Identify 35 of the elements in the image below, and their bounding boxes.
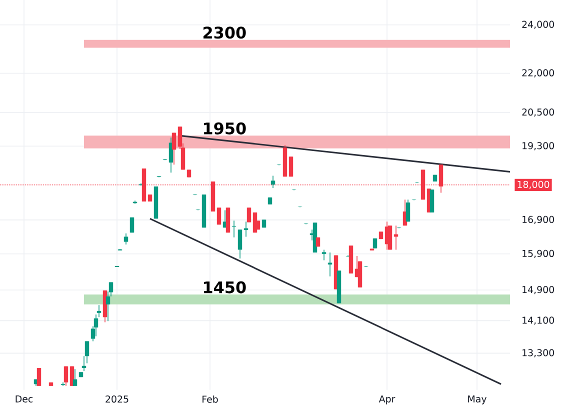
x-tick-label: Apr <box>378 395 396 404</box>
y-tick-label: 14,900 <box>522 286 554 294</box>
x-tick-label: Feb <box>202 395 218 403</box>
band-label: 1450 <box>204 281 246 294</box>
candlestick <box>406 199 410 222</box>
candlestick <box>246 207 252 223</box>
y-tick-label: 19,300 <box>522 142 554 150</box>
candlestick <box>94 314 98 337</box>
band-label: 2300 <box>203 26 246 39</box>
candlestick <box>124 232 128 245</box>
y-tick-label: 13,300 <box>522 349 554 358</box>
band-label: 1950 <box>204 122 246 134</box>
candlestick <box>430 189 434 213</box>
x-tick-label: Dec <box>16 395 33 402</box>
y-tick-label: 16,900 <box>522 216 554 224</box>
candlestick <box>288 156 294 178</box>
y-tick-label: 20,500 <box>522 108 554 117</box>
candlestick <box>84 340 90 364</box>
ref-line-label: 18,000 <box>518 180 550 189</box>
candlestick <box>238 229 242 259</box>
y-tick-label: 22,000 <box>522 69 554 78</box>
x-tick-label: May <box>468 395 487 404</box>
candlestick <box>328 252 332 277</box>
candlestick <box>270 175 276 188</box>
y-tick-label: 15,900 <box>522 250 554 258</box>
candlestick <box>172 132 176 165</box>
x-tick-label: 2025 <box>106 395 128 403</box>
candlestick <box>322 249 326 261</box>
candlestick <box>64 366 68 386</box>
candlestick <box>216 207 222 226</box>
y-tick-label: 24,000 <box>522 20 554 29</box>
candlestick <box>96 304 102 318</box>
candlestick <box>72 368 78 386</box>
y-tick-label: 14,100 <box>522 316 554 325</box>
candlestick <box>60 382 66 386</box>
